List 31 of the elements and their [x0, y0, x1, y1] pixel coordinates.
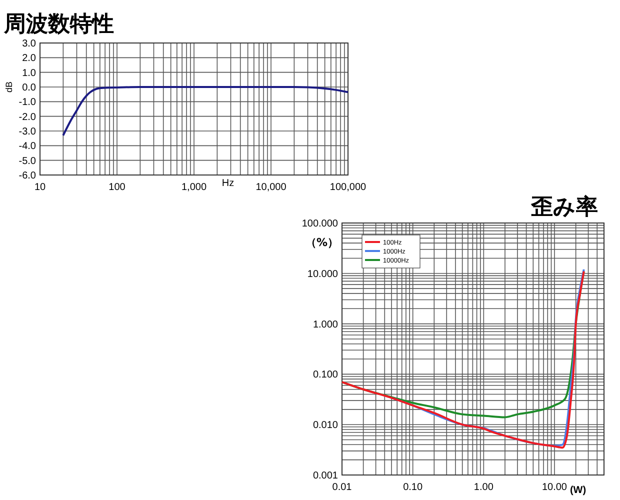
y-tick-label: -5.0	[18, 156, 36, 167]
y-tick-label: -3.0	[18, 126, 36, 138]
y-tick-label: -2.0	[18, 112, 36, 123]
y-tick-label: -4.0	[18, 141, 36, 152]
y-tick-label: 3.0	[22, 38, 36, 50]
x-tick-label: 100,000	[330, 182, 367, 193]
x-axis-title: (W)	[570, 485, 586, 496]
y-axis-title: dB	[4, 81, 14, 93]
x-tick-label: 10,000	[256, 182, 287, 193]
x-tick-label: 10.00	[542, 482, 568, 493]
x-axis-title: Hz	[222, 178, 234, 189]
chart-title: 歪み率	[530, 194, 598, 220]
y-axis-title: （%）	[305, 236, 339, 249]
y-tick-label: 0.100	[312, 370, 338, 381]
x-tick-label: 100	[108, 182, 126, 193]
y-tick-label: 1.0	[22, 68, 36, 79]
y-tick-label: -1.0	[18, 97, 36, 108]
x-tick-label: 1,000	[181, 182, 207, 193]
y-tick-label: 0.010	[312, 420, 338, 432]
y-tick-label: 1.000	[312, 319, 338, 330]
y-tick-label: 2.0	[22, 53, 36, 64]
x-tick-label: 0.10	[403, 482, 423, 493]
y-tick-label: 100.000	[302, 218, 338, 230]
y-tick-label: 10.000	[307, 268, 338, 280]
y-tick-label: 0.0	[22, 82, 36, 94]
y-tick-label: 0.001	[312, 470, 338, 482]
chart-title: 周波数特性	[3, 12, 114, 37]
x-tick-label: 0.01	[332, 482, 352, 493]
y-tick-label: -6.0	[18, 170, 36, 182]
x-tick-label: 1.00	[474, 482, 494, 493]
x-tick-label: 10	[34, 182, 46, 193]
